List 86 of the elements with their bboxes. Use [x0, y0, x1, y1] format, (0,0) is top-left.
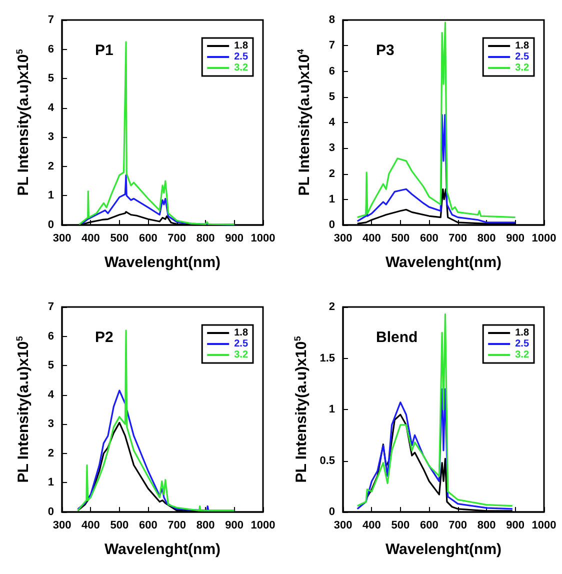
x-tick-label: 1000 [250, 520, 276, 532]
x-tick-label: 500 [391, 232, 410, 244]
x-axis-title: Wavelenght(nm) [104, 541, 221, 558]
y-tick-label: 7 [48, 14, 54, 26]
y-tick-label: 0 [328, 506, 335, 518]
x-tick-label: 800 [196, 520, 215, 532]
x-axis-title: Wavelenght(nm) [104, 254, 221, 271]
x-tick-label: 700 [168, 232, 186, 244]
x-tick-label: 500 [391, 520, 410, 532]
y-tick-label: 1 [48, 190, 54, 202]
y-axis-title: PL Intensity(a.u)x104 [296, 49, 313, 196]
y-tick-label: 0 [48, 219, 54, 231]
x-tick-label: 500 [110, 520, 129, 532]
legend-label: 2.5 [234, 52, 248, 62]
y-tick-label: 5 [48, 72, 54, 85]
y-axis-title: PL Intensity(a.u)x105 [14, 49, 32, 196]
legend-label: 2.5 [234, 338, 248, 350]
y-tick-label: 2 [328, 301, 335, 313]
legend-label: 1.8 [515, 40, 530, 52]
text: Blend [376, 329, 418, 346]
legend-label: 3.2 [234, 350, 248, 360]
y-tick-label: 2 [328, 168, 335, 180]
y-tick-label: 1.5 [320, 352, 335, 364]
x-tick-label: 300 [334, 520, 352, 532]
x-tick-label: 600 [138, 232, 158, 244]
y-tick-label: 2 [48, 160, 54, 172]
text: P3 [376, 42, 394, 59]
y-tick-label: 0 [328, 219, 335, 231]
y-tick-label: 6 [48, 43, 54, 56]
legend-label: 1.8 [234, 40, 248, 52]
legend-label: 3.2 [515, 350, 530, 360]
y-tick-label: 3 [48, 418, 54, 430]
y-tick-label: 7 [48, 301, 54, 313]
y-axis-title: PL Intensity(a.u)x105 [292, 336, 310, 483]
y-tick-label: 3 [328, 142, 335, 154]
y-axis-title: PL Intensity(a.u)x105 [14, 336, 32, 483]
x-tick-label: 700 [448, 520, 468, 532]
y-tick-label: 8 [328, 14, 335, 26]
y-tick-label: 5 [48, 360, 54, 372]
y-tick-label: 4 [48, 388, 55, 401]
y-tick-label: 6 [328, 65, 335, 78]
y-tick-label: 1 [48, 476, 54, 489]
x-tick-label: 900 [506, 520, 524, 532]
x-tick-label: 700 [168, 520, 186, 532]
x-tick-label: 500 [110, 232, 129, 244]
y-tick-label: 0 [48, 506, 54, 518]
y-tick-label: 3 [48, 131, 54, 144]
legend-label: 3.2 [515, 62, 530, 74]
legend-label: 3.2 [234, 62, 248, 74]
y-tick-label: 5 [328, 90, 335, 103]
y-tick-label: 4 [328, 116, 336, 128]
x-axis-title: Wavelenght(nm) [385, 254, 502, 271]
legend-label: 2.5 [515, 52, 530, 62]
x-tick-label: 900 [506, 232, 524, 244]
x-tick-label: 800 [477, 232, 496, 244]
x-tick-label: 400 [82, 520, 100, 532]
x-tick-label: 400 [362, 520, 381, 532]
legend-label: 1.8 [234, 328, 248, 338]
y-tick-label: 1 [328, 404, 335, 416]
x-tick-label: 300 [334, 232, 352, 244]
x-tick-label: 800 [477, 520, 496, 532]
y-tick-label: 2 [48, 447, 54, 460]
x-tick-label: 600 [420, 232, 438, 244]
y-tick-label: 7 [328, 40, 335, 52]
text: P2 [95, 329, 114, 346]
x-tick-label: 400 [362, 232, 381, 244]
x-tick-label: 800 [196, 232, 215, 244]
x-tick-label: 900 [225, 520, 244, 532]
legend-label: 2.5 [515, 338, 530, 350]
x-axis-title: Wavelenght(nm) [385, 541, 502, 558]
x-tick-label: 300 [52, 520, 72, 532]
x-tick-label: 1000 [250, 232, 276, 244]
x-tick-label: 1000 [532, 232, 556, 244]
y-tick-label: 4 [48, 102, 55, 114]
x-tick-label: 600 [420, 520, 438, 532]
y-tick-label: 1 [328, 193, 335, 206]
y-tick-label: 0.5 [320, 454, 335, 467]
x-tick-label: 1000 [532, 520, 556, 532]
x-tick-label: 900 [225, 232, 244, 244]
x-tick-label: 600 [138, 520, 158, 532]
text: P1 [95, 42, 114, 59]
x-tick-label: 700 [448, 232, 468, 244]
x-tick-label: 300 [52, 232, 72, 244]
x-tick-label: 400 [82, 232, 100, 244]
y-tick-label: 6 [48, 330, 54, 342]
legend-label: 1.8 [515, 328, 530, 338]
